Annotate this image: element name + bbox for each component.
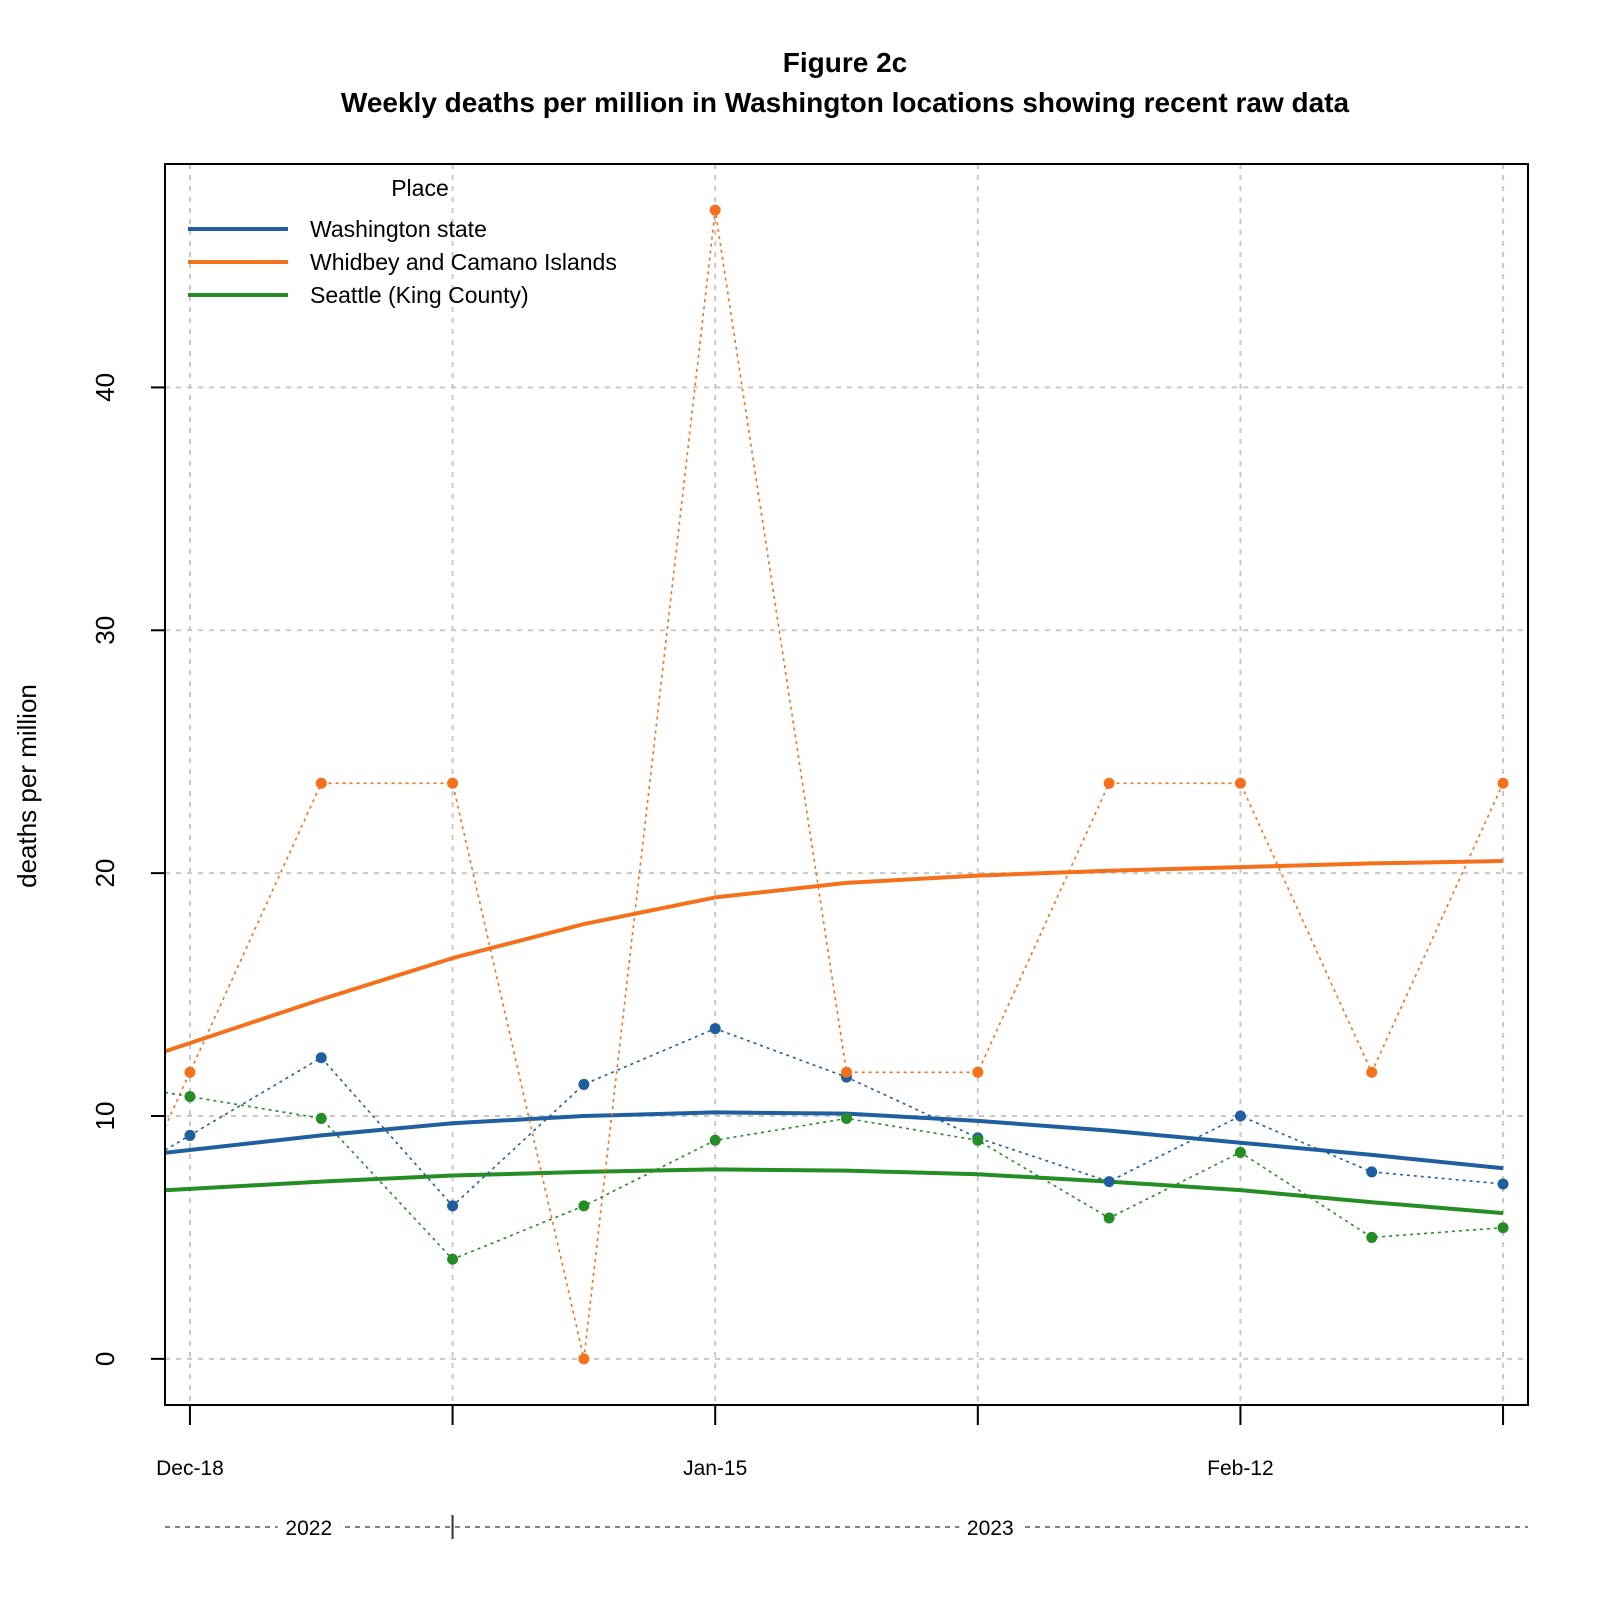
y-tick-label: 10 <box>90 1102 120 1131</box>
data-point <box>447 777 459 789</box>
data-point <box>709 1023 721 1035</box>
data-point <box>841 1112 852 1124</box>
data-point <box>972 1066 984 1078</box>
y-tick-label: 20 <box>90 859 120 888</box>
y-tick-label: 40 <box>90 373 120 402</box>
legend-title: Place <box>391 175 449 201</box>
trend-line <box>164 859 1504 1054</box>
x-tick-label: Jan-15 <box>683 1457 747 1480</box>
x-tick-label: Feb-12 <box>1207 1457 1274 1480</box>
data-point <box>578 1200 590 1212</box>
y-axis-label: deaths per million <box>12 684 42 888</box>
y-tick-label: 30 <box>90 616 120 645</box>
data-point <box>1497 1222 1509 1234</box>
raw-line <box>164 209 1504 1360</box>
data-point <box>1234 1110 1246 1122</box>
data-point <box>1103 1212 1115 1224</box>
plot-border <box>164 163 1529 1406</box>
data-point <box>315 777 327 789</box>
data-point <box>578 1353 590 1365</box>
data-point <box>315 1052 327 1064</box>
data-point <box>184 1091 196 1103</box>
raw-series <box>164 204 1509 1365</box>
data-point <box>315 1112 327 1124</box>
chart-title: Figure 2c <box>783 47 907 78</box>
legend: Place Washington state Whidbey and Camano … <box>188 175 617 308</box>
year-label: 2022 <box>285 1517 332 1540</box>
legend-entry: Washington state <box>310 216 487 242</box>
year-label-bg <box>959 1513 1022 1541</box>
data-point <box>447 1200 459 1212</box>
data-point <box>184 1129 196 1141</box>
y-tick-label: 0 <box>90 1352 120 1366</box>
year-label: 2023 <box>967 1517 1014 1540</box>
data-point <box>447 1253 459 1265</box>
data-point <box>1366 1231 1378 1243</box>
legend-entry: Whidbey and Camano Islands <box>310 249 617 275</box>
raw-line <box>164 1027 1504 1208</box>
data-point <box>1366 1066 1378 1078</box>
data-point <box>184 1066 196 1078</box>
data-point <box>1103 1176 1115 1188</box>
data-point <box>1234 777 1246 789</box>
trend-line <box>164 1110 1504 1171</box>
smoothed-lines <box>164 859 1504 1216</box>
data-point <box>1103 777 1115 789</box>
chart-subtitle: Weekly deaths per million in Washington … <box>341 87 1350 118</box>
data-point <box>578 1078 590 1090</box>
data-point <box>972 1134 984 1146</box>
data-point <box>1497 1178 1509 1190</box>
grid <box>165 164 1528 1405</box>
data-point <box>1497 777 1509 789</box>
data-point <box>1366 1166 1378 1178</box>
x-tick-label: Dec-18 <box>156 1457 224 1480</box>
trend-line <box>164 1167 1504 1216</box>
year-label-bg <box>277 1513 340 1541</box>
axes: 0 10 20 30 40 Dec-18 Jan-15 Feb-12 2022 2023 <box>90 163 1529 1541</box>
raw-line <box>164 1091 1504 1261</box>
legend-entry: Seattle (King County) <box>310 282 529 308</box>
data-point <box>709 204 721 216</box>
data-point <box>709 1134 721 1146</box>
data-point <box>1234 1146 1246 1158</box>
data-point <box>841 1066 852 1078</box>
